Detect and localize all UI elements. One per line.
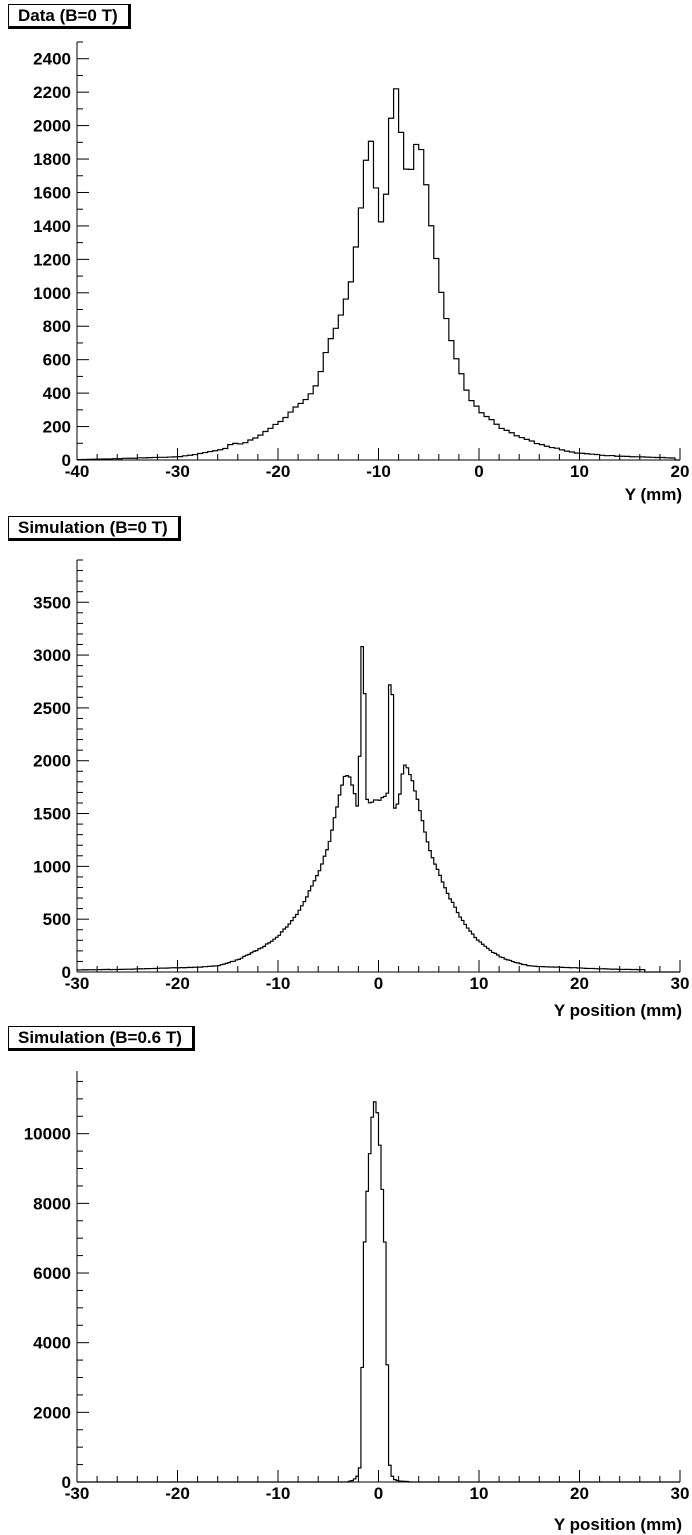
y-tick-label: 0: [62, 451, 71, 470]
x-tick-label: -30: [65, 974, 90, 993]
y-tick-label: 2000: [33, 117, 71, 136]
x-tick-label: 10: [470, 1484, 489, 1503]
chart-panel-sim-b0: Simulation (B=0 T) -30 -20 -10 0 10 20 30 0 500 1…: [0, 512, 692, 1022]
y-tick-label: 2000: [33, 1403, 71, 1422]
y-tick-label: 1600: [33, 183, 71, 202]
x-tick-label: -10: [266, 974, 291, 993]
histogram-sim-b0: -30 -20 -10 0 10 20 30 0 500 1000 1500 2000 2500 3000…: [33, 559, 690, 1020]
x-tick-label: -20: [165, 1484, 190, 1503]
x-tick-label: 10: [570, 462, 589, 481]
x-tick-label: -20: [266, 462, 291, 481]
histogram-line: [77, 1101, 680, 1483]
y-tick-label: 1000: [33, 284, 71, 303]
y-tick-label: 1000: [33, 857, 71, 876]
x-axis-label: Y (mm): [625, 485, 682, 504]
y-tick-label: 0: [62, 963, 71, 982]
y-tick-label: 3500: [33, 593, 71, 612]
x-tick-label: -10: [266, 1484, 291, 1503]
y-tick-label: 500: [43, 910, 71, 929]
x-tick-label: -40: [65, 462, 90, 481]
histogram-sim-b06: -30 -20 -10 0 10 20 30 0 2000 4000 6000 8000 10000 Y …: [24, 1071, 690, 1534]
x-tick-label: 30: [671, 974, 690, 993]
y-tick-label: 2000: [33, 752, 71, 771]
y-tick-label: 600: [43, 351, 71, 370]
histogram-data: -40 -30 -20 -10 0 10 2002004006008001000120014…: [33, 41, 690, 504]
chart-title-sim-b0: Simulation (B=0 T): [8, 516, 181, 541]
x-axis-label: Y position (mm): [554, 1001, 682, 1020]
x-tick-label: 30: [671, 1484, 690, 1503]
histogram-line: [77, 646, 680, 973]
x-tick-label: 0: [374, 1484, 383, 1503]
histogram-line: [77, 88, 680, 461]
x-axis-label: Y position (mm): [554, 1515, 682, 1534]
y-tick-label: 1200: [33, 250, 71, 269]
x-tick-label: 20: [570, 1484, 589, 1503]
y-tick-label: 1800: [33, 150, 71, 169]
y-tick-label: 3000: [33, 646, 71, 665]
chart-panel-sim-b06: Simulation (B=0.6 T) -30 -20 -10 0 10 20 30 0 20…: [0, 1022, 692, 1535]
y-tick-label: 8000: [33, 1194, 71, 1213]
x-tick-label: 20: [570, 974, 589, 993]
y-tick-label: 6000: [33, 1264, 71, 1283]
y-tick-label: 200: [43, 418, 71, 437]
y-tick-label: 400: [43, 384, 71, 403]
y-tick-label: 0: [62, 1473, 71, 1492]
y-tick-label: 800: [43, 317, 71, 336]
y-tick-label: 4000: [33, 1334, 71, 1353]
x-tick-label: -10: [366, 462, 391, 481]
chart-title-data: Data (B=0 T): [8, 4, 131, 29]
chart-title-sim-b06: Simulation (B=0.6 T): [8, 1026, 195, 1051]
y-tick-label: 2400: [33, 50, 71, 69]
y-tick-label: 1500: [33, 805, 71, 824]
x-tick-label: 0: [374, 974, 383, 993]
chart-panel-data: Data (B=0 T) -40 -30 -20 -10 0 10 20 0 200 400 600…: [0, 0, 692, 507]
x-tick-label: 10: [470, 974, 489, 993]
x-tick-label: 20: [671, 462, 690, 481]
y-tick-label: 2200: [33, 83, 71, 102]
y-tick-label: 2500: [33, 699, 71, 718]
x-tick-label: 0: [474, 462, 483, 481]
x-tick-label: -20: [165, 974, 190, 993]
x-tick-label: -30: [165, 462, 190, 481]
y-tick-label: 1400: [33, 217, 71, 236]
y-tick-label: 10000: [24, 1125, 71, 1144]
x-tick-label: -30: [65, 1484, 90, 1503]
